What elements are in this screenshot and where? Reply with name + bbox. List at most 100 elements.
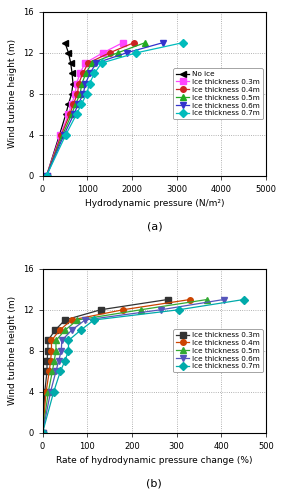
Ice thickness 0.4m (188, 296, 192, 302)
Ice thickness 0.6m (54, 368, 58, 374)
Line: Ice thickness 0.6m: Ice thickness 0.6m (40, 296, 227, 436)
Ice thickness 0.7m (67, 348, 70, 354)
No ice (70, 91, 73, 97)
Ice thickness 0.5m (144, 40, 147, 46)
Ice thickness 0.3m (45, 368, 49, 374)
Ice thickness 0.6m (159, 306, 163, 313)
Ice thickness 0.6m (82, 91, 85, 97)
Ice thickness 0.3m (74, 91, 77, 97)
Ice thickness 0.5m (54, 338, 58, 344)
Ice thickness 0.7m (75, 112, 78, 117)
No ice (67, 50, 70, 56)
Ice thickness 0.5m (41, 430, 44, 436)
Ice thickness 0.5m (70, 112, 73, 117)
Ice thickness 0.4m (70, 317, 73, 323)
No ice (69, 60, 72, 66)
No ice (45, 172, 48, 178)
Ice thickness 0.7m (88, 80, 91, 86)
Ice thickness 0.7m (59, 368, 62, 374)
Ice thickness 0.4m (60, 132, 63, 138)
Ice thickness 0.4m (86, 60, 90, 66)
Ice thickness 0.4m (108, 50, 111, 56)
Ice thickness 0.5m (51, 368, 54, 374)
Ice thickness 0.4m (49, 358, 52, 364)
Ice thickness 0.6m (84, 80, 87, 86)
Ice thickness 0.7m (92, 317, 96, 323)
Ice thickness 0.3m (78, 70, 82, 76)
Ice thickness 0.3m (99, 306, 102, 313)
Ice thickness 0.7m (45, 172, 48, 178)
Ice thickness 0.4m (68, 112, 72, 117)
No ice (63, 40, 67, 46)
Ice thickness 0.3m (121, 40, 125, 46)
Ice thickness 0.4m (44, 388, 48, 394)
Ice thickness 0.7m (63, 358, 67, 364)
Ice thickness 0.6m (57, 358, 60, 364)
X-axis label: Hydrodynamic pressure (N/m²): Hydrodynamic pressure (N/m²) (85, 200, 224, 208)
Ice thickness 0.5m (45, 172, 48, 178)
Ice thickness 0.5m (74, 101, 77, 107)
Ice thickness 0.6m (77, 101, 80, 107)
Ice thickness 0.3m (46, 348, 50, 354)
No ice (67, 101, 70, 107)
No ice (64, 112, 68, 117)
Ice thickness 0.5m (139, 306, 143, 313)
Ice thickness 0.6m (62, 132, 66, 138)
Ice thickness 0.4m (41, 430, 44, 436)
Ice thickness 0.5m (90, 60, 93, 66)
Ice thickness 0.4m (81, 70, 85, 76)
Text: (a): (a) (146, 222, 162, 232)
Ice thickness 0.5m (84, 70, 87, 76)
Ice thickness 0.6m (88, 70, 92, 76)
Ice thickness 0.3m (46, 338, 50, 344)
Ice thickness 0.3m (83, 60, 87, 66)
Ice thickness 0.6m (95, 60, 98, 66)
Ice thickness 0.5m (76, 317, 79, 323)
Ice thickness 0.4m (72, 101, 75, 107)
No ice (70, 70, 74, 76)
Line: Ice thickness 0.4m: Ice thickness 0.4m (44, 40, 137, 178)
Ice thickness 0.6m (70, 327, 73, 333)
Ice thickness 0.7m (85, 91, 89, 97)
Ice thickness 0.5m (63, 327, 67, 333)
Ice thickness 0.7m (135, 50, 138, 56)
Ice thickness 0.3m (53, 327, 57, 333)
Line: Ice thickness 0.5m: Ice thickness 0.5m (44, 40, 148, 178)
Ice thickness 0.6m (83, 317, 87, 323)
Ice thickness 0.4m (48, 368, 51, 374)
Ice thickness 0.4m (50, 338, 53, 344)
Line: Ice thickness 0.7m: Ice thickness 0.7m (40, 296, 247, 436)
Ice thickness 0.7m (64, 132, 68, 138)
Ice thickness 0.6m (60, 338, 64, 344)
Ice thickness 0.5m (205, 296, 209, 302)
Ice thickness 0.4m (133, 40, 136, 46)
Ice thickness 0.6m (60, 348, 63, 354)
Line: Ice thickness 0.7m: Ice thickness 0.7m (44, 40, 186, 178)
Ice thickness 0.6m (125, 50, 128, 56)
Text: (b): (b) (146, 478, 162, 488)
Ice thickness 0.6m (49, 388, 52, 394)
Ice thickness 0.4m (77, 80, 80, 86)
Ice thickness 0.7m (93, 70, 96, 76)
Ice thickness 0.3m (63, 317, 67, 323)
Ice thickness 0.3m (43, 388, 46, 394)
Line: Ice thickness 0.4m: Ice thickness 0.4m (40, 296, 193, 436)
Ice thickness 0.3m (41, 430, 44, 436)
Ice thickness 0.5m (116, 50, 119, 56)
Ice thickness 0.6m (222, 296, 225, 302)
Legend: No ice, Ice thickness 0.3m, Ice thickness 0.4m, Ice thickness 0.5m, Ice thicknes: No ice, Ice thickness 0.3m, Ice thicknes… (173, 68, 262, 120)
Ice thickness 0.6m (45, 172, 48, 178)
Line: Ice thickness 0.5m: Ice thickness 0.5m (40, 296, 210, 436)
X-axis label: Rate of hydrodynamic pressure change (%): Rate of hydrodynamic pressure change (%) (56, 456, 253, 465)
Ice thickness 0.4m (76, 91, 79, 97)
Ice thickness 0.7m (67, 338, 70, 344)
Ice thickness 0.7m (41, 430, 44, 436)
Line: Ice thickness 0.3m: Ice thickness 0.3m (40, 296, 170, 436)
Ice thickness 0.5m (54, 348, 58, 354)
No ice (58, 132, 61, 138)
Ice thickness 0.7m (182, 40, 185, 46)
Ice thickness 0.3m (67, 112, 70, 117)
Ice thickness 0.3m (70, 101, 73, 107)
Ice thickness 0.5m (47, 388, 50, 394)
Ice thickness 0.7m (79, 327, 82, 333)
